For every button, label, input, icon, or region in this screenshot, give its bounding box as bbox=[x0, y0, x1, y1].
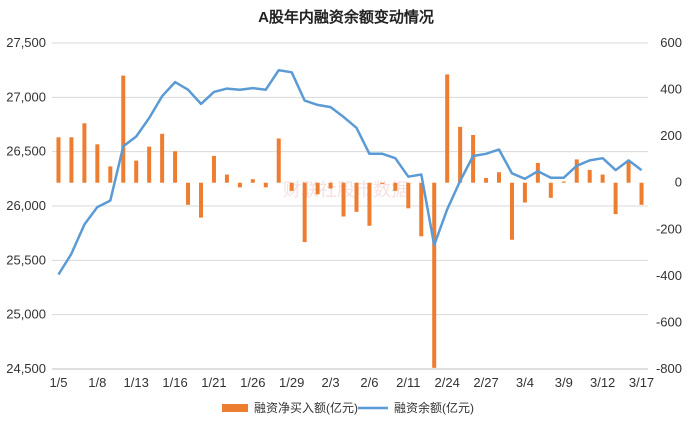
bar-net-buy bbox=[160, 133, 165, 183]
bar-net-buy bbox=[458, 126, 463, 183]
right-axis-tick-label: 200 bbox=[660, 128, 682, 143]
bar-net-buy bbox=[419, 182, 424, 237]
ticks-layer: 24,500 25,000 25,500 26,000 26,500 27,000 27,5… bbox=[6, 35, 682, 390]
bar-net-buy bbox=[535, 162, 540, 183]
bar-net-buy bbox=[548, 182, 553, 198]
bar-net-buy bbox=[432, 182, 437, 368]
bar-net-buy bbox=[69, 137, 74, 183]
bar-net-buy bbox=[250, 179, 255, 183]
x-axis-tick-label: 3/4 bbox=[516, 375, 534, 390]
bar-net-buy bbox=[199, 182, 203, 218]
right-axis-tick-label: -400 bbox=[656, 268, 682, 283]
bar-net-buy bbox=[509, 182, 514, 240]
bar-net-buy bbox=[393, 182, 398, 191]
bar-net-buy bbox=[587, 169, 592, 183]
left-axis-tick-label: 27,500 bbox=[6, 35, 46, 50]
right-axis-tick-label: -800 bbox=[656, 361, 682, 376]
bar-net-buy bbox=[289, 182, 294, 191]
bar-net-buy bbox=[211, 155, 216, 183]
legend: 融资净买入额(亿元) 融资余额(亿元) bbox=[222, 400, 474, 415]
line-layer bbox=[57, 68, 643, 276]
legend-bar-label: 融资净买入额(亿元) bbox=[254, 400, 358, 415]
bar-net-buy bbox=[95, 144, 100, 183]
left-axis-tick-label: 27,000 bbox=[6, 89, 46, 104]
x-axis-tick-label: 2/6 bbox=[360, 375, 378, 390]
bar-net-buy bbox=[574, 159, 579, 183]
right-axis-tick-label: -200 bbox=[656, 221, 682, 236]
bar-net-buy bbox=[613, 182, 618, 215]
bar-net-buy bbox=[639, 182, 644, 205]
bar-net-buy bbox=[108, 166, 113, 183]
bar-net-buy bbox=[497, 172, 501, 183]
x-axis-tick-label: 2/3 bbox=[322, 375, 340, 390]
right-axis-tick-label: 400 bbox=[660, 82, 682, 97]
bar-net-buy bbox=[445, 74, 450, 183]
bar-net-buy bbox=[328, 182, 333, 189]
bar-net-buy bbox=[354, 182, 359, 212]
left-axis-tick-label: 26,000 bbox=[6, 198, 46, 213]
x-axis-tick-label: 1/26 bbox=[240, 375, 265, 390]
x-axis-tick-label: 1/5 bbox=[49, 375, 67, 390]
x-axis-tick-label: 2/27 bbox=[473, 375, 498, 390]
legend-line-label: 融资余额(亿元) bbox=[394, 400, 474, 415]
x-axis-tick-label: 2/24 bbox=[435, 375, 460, 390]
left-axis-tick-label: 25,000 bbox=[6, 307, 46, 322]
bar-net-buy bbox=[121, 75, 126, 183]
bar-net-buy bbox=[237, 182, 242, 188]
right-axis-tick-label: 600 bbox=[660, 35, 682, 50]
bars-layer bbox=[56, 74, 644, 368]
x-axis-tick-label: 1/29 bbox=[279, 375, 304, 390]
bar-net-buy bbox=[380, 182, 385, 184]
bar-net-buy bbox=[263, 182, 268, 188]
bar-net-buy bbox=[186, 182, 191, 205]
watermark-text: 财联社股市数据 bbox=[283, 180, 409, 200]
line-financing-balance bbox=[57, 68, 643, 276]
left-axis-tick-label: 25,500 bbox=[6, 252, 46, 267]
bar-net-buy bbox=[367, 182, 372, 226]
bar-net-buy bbox=[341, 182, 346, 217]
bar-net-buy bbox=[315, 182, 320, 195]
x-axis-tick-label: 3/9 bbox=[555, 375, 573, 390]
bar-net-buy bbox=[224, 174, 229, 183]
x-axis-tick-label: 3/17 bbox=[629, 375, 654, 390]
bar-net-buy bbox=[484, 178, 489, 183]
x-axis-tick-label: 1/16 bbox=[162, 375, 187, 390]
x-axis-tick-label: 2/11 bbox=[396, 375, 420, 390]
bar-net-buy bbox=[56, 137, 61, 183]
bar-net-buy bbox=[302, 182, 307, 243]
left-axis-tick-label: 26,500 bbox=[6, 144, 46, 159]
bar-net-buy bbox=[471, 134, 476, 183]
grid-layer bbox=[52, 42, 648, 370]
bar-net-buy bbox=[626, 160, 631, 183]
left-axis-tick-label: 24,500 bbox=[6, 361, 46, 376]
bar-net-buy bbox=[173, 151, 178, 183]
x-axis-tick-label: 1/21 bbox=[201, 375, 226, 390]
x-axis-tick-label: 1/8 bbox=[88, 375, 106, 390]
bar-net-buy bbox=[522, 182, 527, 203]
bar-net-buy bbox=[600, 174, 605, 183]
chart-title: A股年内融资余额变动情况 bbox=[258, 8, 434, 26]
bar-net-buy bbox=[147, 146, 152, 183]
bar-net-buy bbox=[82, 123, 87, 183]
bar-net-buy bbox=[276, 138, 281, 183]
x-axis-tick-label: 3/12 bbox=[590, 375, 615, 390]
bar-net-buy bbox=[406, 182, 411, 209]
x-axis-tick-label: 1/13 bbox=[124, 375, 149, 390]
legend-bar-swatch bbox=[222, 404, 248, 412]
right-axis-tick-label: -600 bbox=[656, 314, 682, 329]
bar-net-buy bbox=[134, 160, 139, 183]
bar-net-buy bbox=[561, 181, 566, 183]
right-axis-tick-label: 0 bbox=[675, 175, 682, 190]
